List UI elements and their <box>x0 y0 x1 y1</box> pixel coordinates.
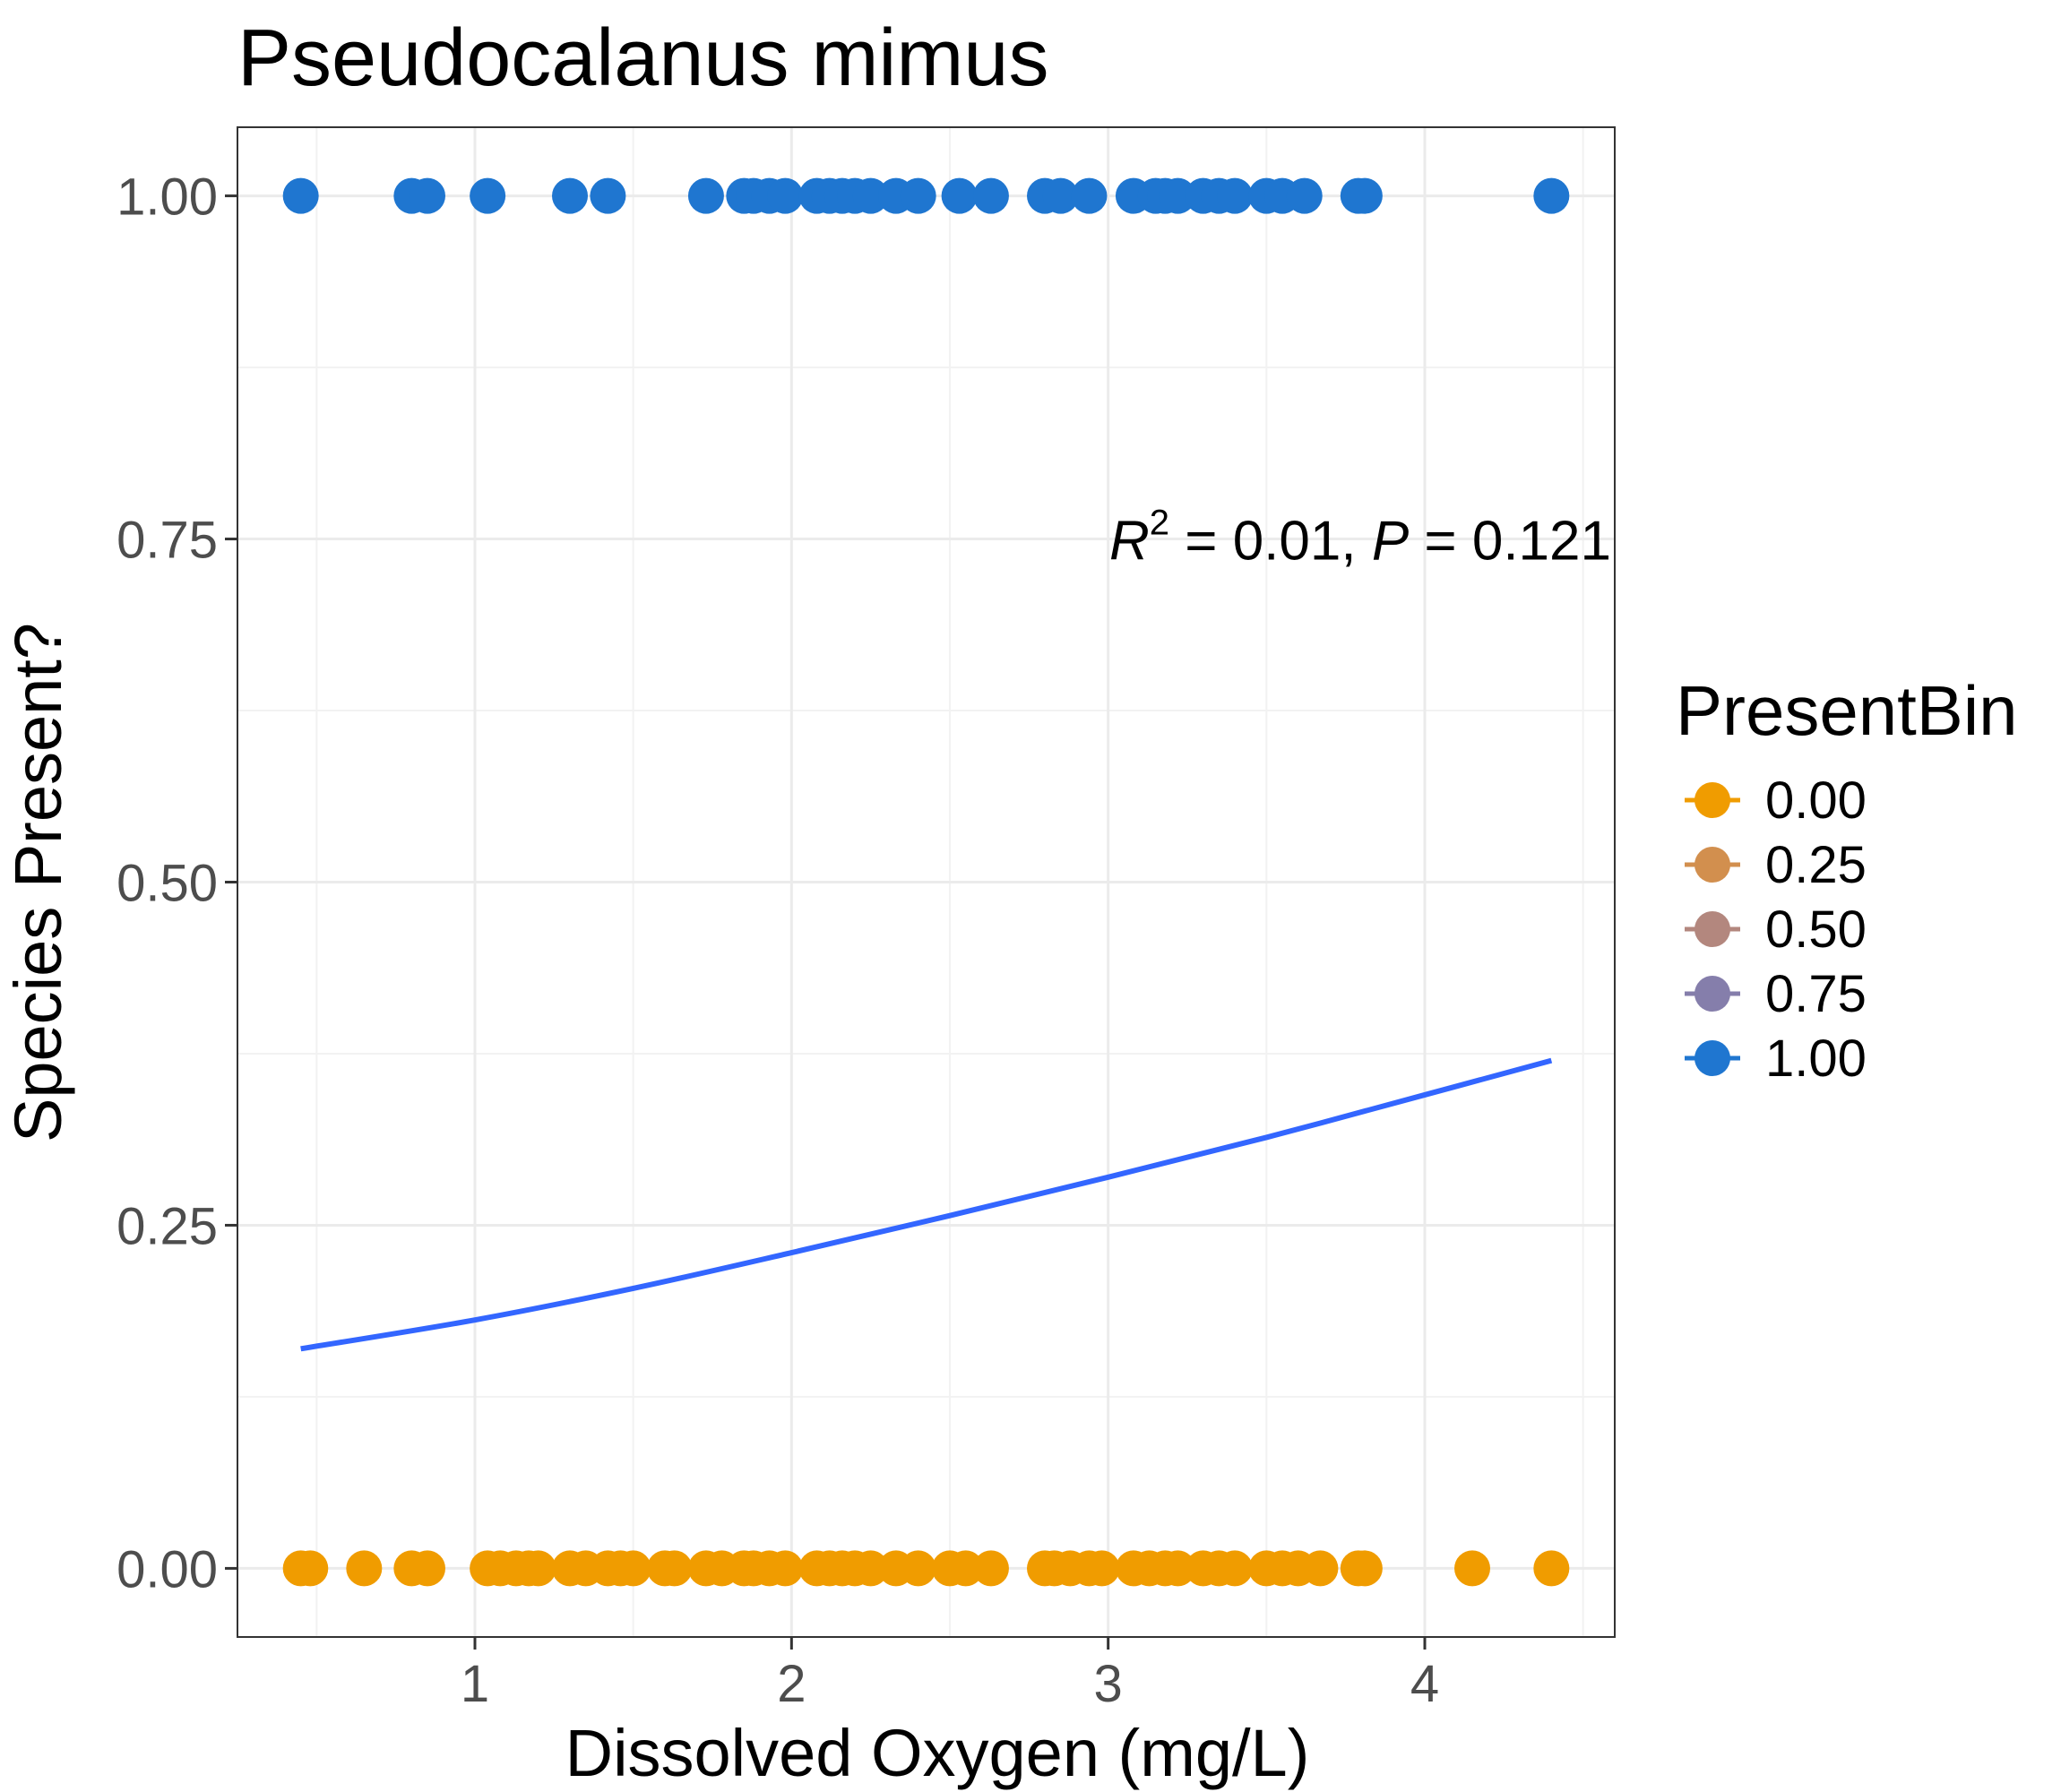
y-tick-label: 0.25 <box>116 1197 218 1255</box>
absent-point <box>346 1550 383 1587</box>
present-point <box>687 177 724 214</box>
p-symbol: P <box>1372 511 1409 573</box>
legend-title: PresentBin <box>1676 671 2018 750</box>
present-point <box>1533 177 1570 214</box>
present-point <box>470 177 506 214</box>
present-point <box>1160 177 1196 214</box>
legend: PresentBin 0.00 0.25 0.50 0.75 1.00 <box>1676 671 2018 1088</box>
absent-point <box>900 1550 936 1587</box>
y-tick-label: 0.75 <box>116 512 218 570</box>
x-tick-label: 1 <box>461 1655 489 1713</box>
chart-title: Pseudocalanus mimus <box>237 13 1048 103</box>
absent-point <box>1454 1550 1490 1587</box>
legend-label: 0.50 <box>1765 900 1867 959</box>
absent-point <box>292 1550 329 1587</box>
present-point <box>1346 177 1383 214</box>
legend-key-point <box>1695 911 1730 947</box>
absent-point <box>1533 1550 1570 1587</box>
absent-point <box>1160 1550 1196 1587</box>
x-axis-ticks: 1 2 3 4 <box>461 1637 1439 1713</box>
present-point <box>852 177 889 214</box>
y-tick-label: 1.00 <box>116 168 218 227</box>
present-point <box>972 177 1009 214</box>
present-point <box>1042 177 1079 214</box>
present-point <box>941 177 978 214</box>
legend-key-point <box>1695 847 1730 883</box>
legend-label: 0.00 <box>1765 771 1867 830</box>
absent-point <box>1083 1550 1120 1587</box>
legend-key-point <box>1695 1040 1730 1076</box>
absent-point <box>1217 1550 1253 1587</box>
y-tick-label: 0.00 <box>116 1540 218 1598</box>
y-axis-title: Species Present? <box>1 623 75 1142</box>
absent-point <box>1346 1550 1383 1587</box>
legend-label: 0.75 <box>1765 965 1867 1023</box>
absent-point <box>852 1550 889 1587</box>
legend-label: 1.00 <box>1765 1030 1867 1088</box>
major-gridlines <box>237 127 1615 1637</box>
present-point <box>552 177 588 214</box>
absent-point <box>615 1550 651 1587</box>
logistic-fit-line <box>300 1057 1553 1352</box>
absent-point <box>520 1550 556 1587</box>
legend-key-point <box>1695 782 1730 818</box>
present-point <box>590 177 626 214</box>
present-point <box>767 177 804 214</box>
absent-point <box>947 1550 984 1587</box>
x-tick-label: 3 <box>1094 1655 1123 1713</box>
data-points <box>282 177 1570 1587</box>
present-point <box>1286 177 1323 214</box>
legend-entries: 0.00 0.25 0.50 0.75 1.00 <box>1685 771 1867 1088</box>
r-symbol: R <box>1109 511 1150 573</box>
y-tick-label: 0.50 <box>116 855 218 913</box>
present-point <box>900 177 936 214</box>
r-value-text: = 0.01, <box>1169 511 1372 573</box>
fit-statistics-annotation: R2 = 0.01, P = 0.121 <box>1109 504 1611 573</box>
absent-point <box>1302 1550 1339 1587</box>
absent-point <box>972 1550 1009 1587</box>
absent-point <box>656 1550 693 1587</box>
x-tick-label: 2 <box>777 1655 806 1713</box>
present-point <box>1217 177 1253 214</box>
r-exponent: 2 <box>1150 504 1169 543</box>
present-point <box>282 177 319 214</box>
x-axis-title: Dissolved Oxygen (mg/L) <box>565 1716 1310 1790</box>
x-tick-label: 4 <box>1410 1655 1439 1713</box>
absent-point <box>410 1550 445 1587</box>
present-point <box>1071 177 1108 214</box>
absent-point <box>767 1550 804 1587</box>
p-value-text: = 0.121 <box>1409 511 1611 573</box>
legend-key-point <box>1695 976 1730 1012</box>
y-axis-ticks: 0.00 0.25 0.50 0.75 1.00 <box>116 168 237 1598</box>
legend-label: 0.25 <box>1765 836 1867 894</box>
present-point <box>410 177 445 214</box>
